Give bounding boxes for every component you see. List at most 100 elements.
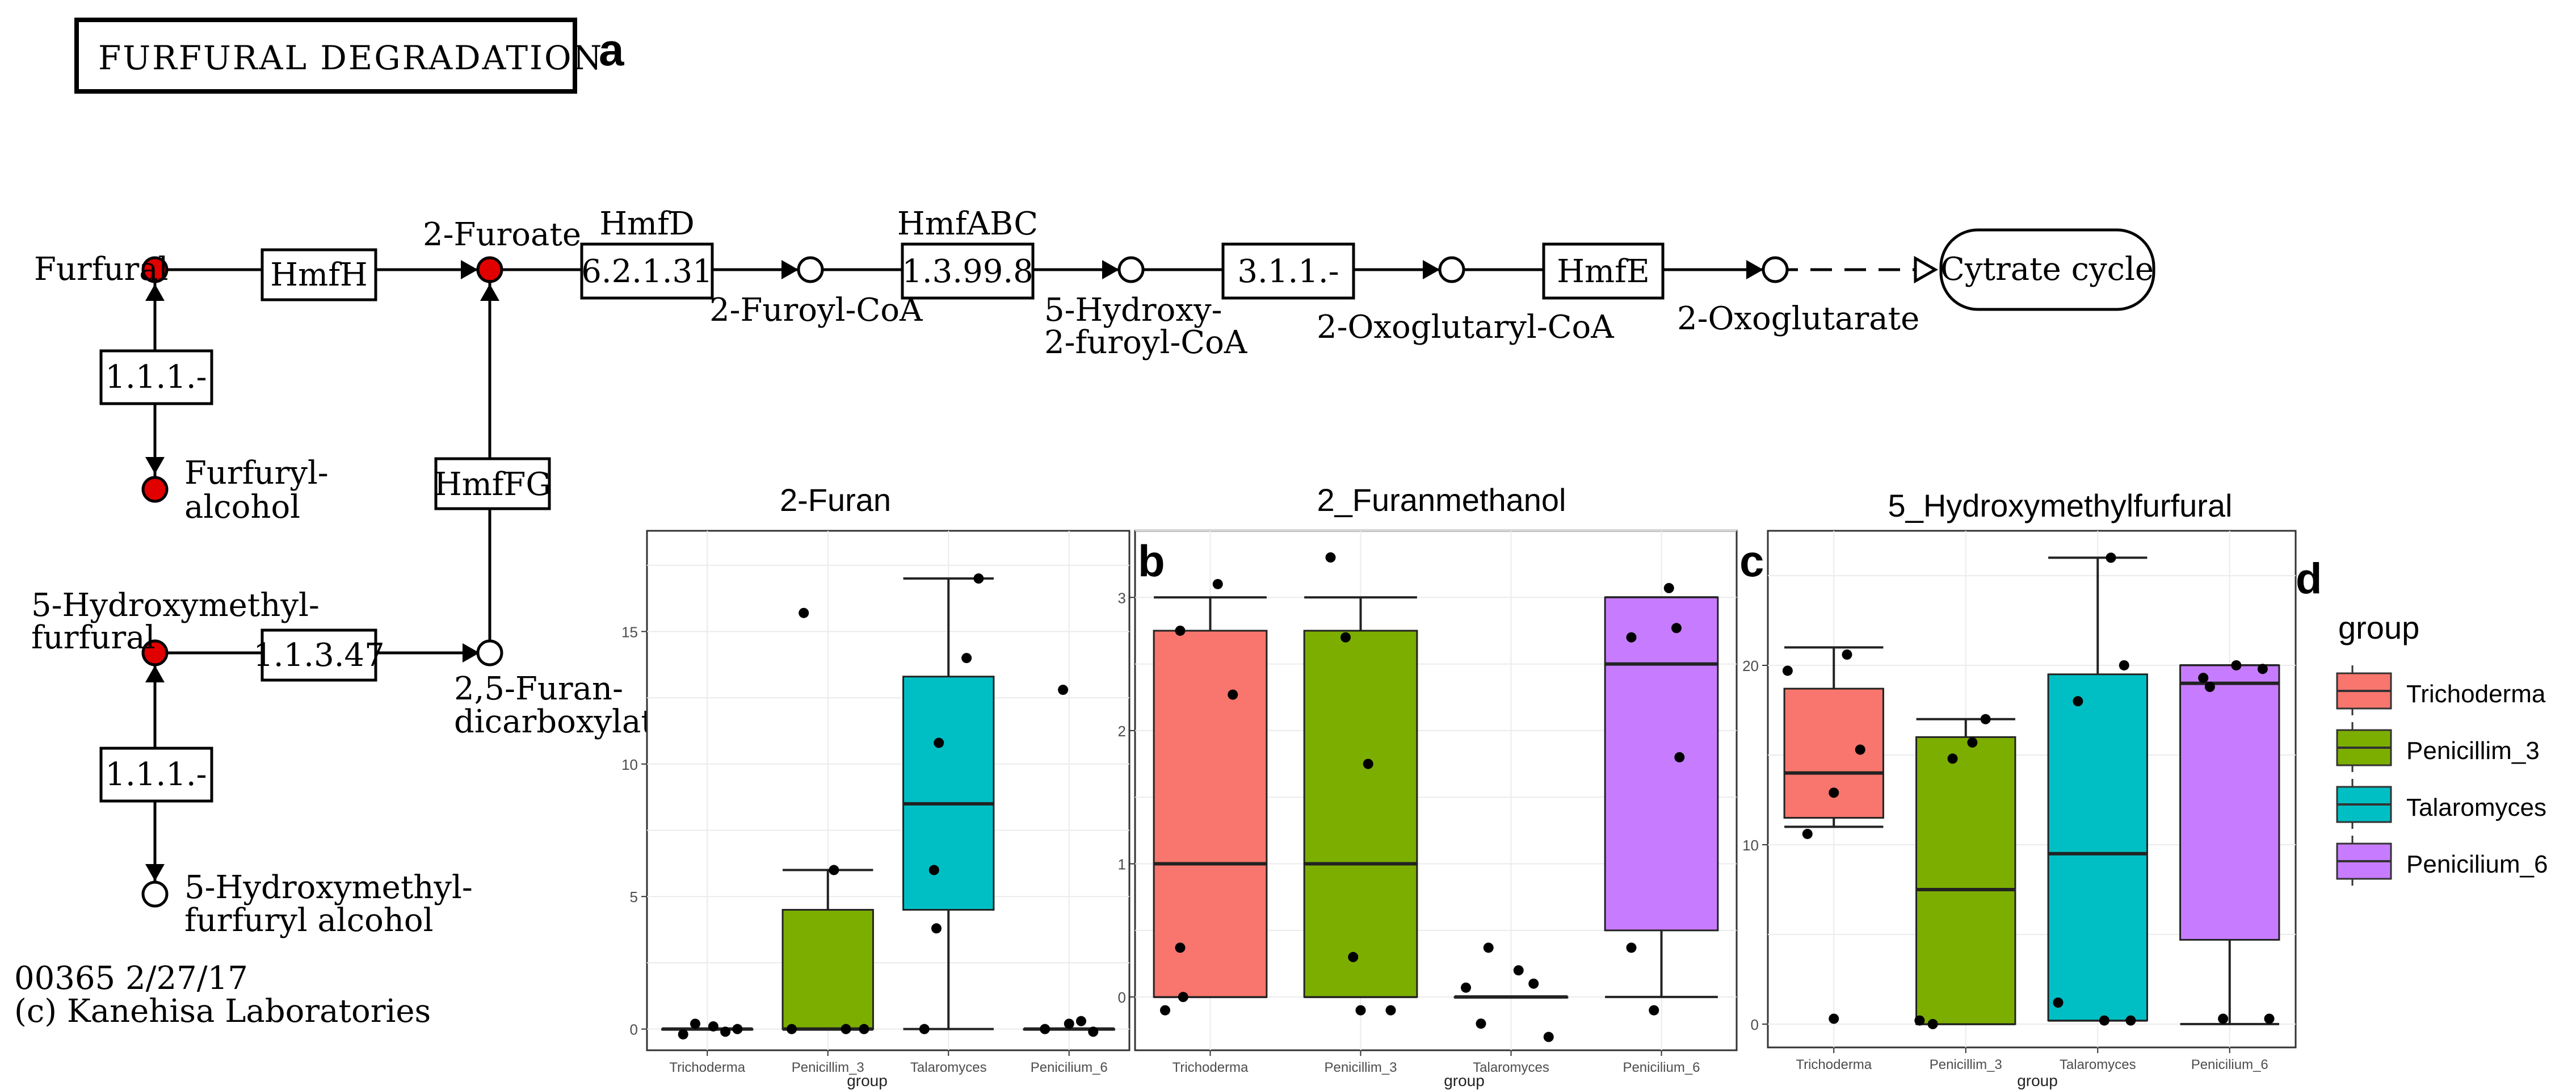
data-point xyxy=(1340,632,1351,643)
arrow-head-icon xyxy=(145,284,165,301)
data-point xyxy=(2204,681,2215,692)
box-iqr xyxy=(1303,630,1418,998)
data-point xyxy=(961,653,972,664)
panel-label-c: c xyxy=(1739,536,1764,586)
panel-label-a: a xyxy=(599,24,624,75)
box-iqr xyxy=(902,676,995,911)
legend-label-talaromyces: Talaromyces xyxy=(2406,794,2546,821)
data-point xyxy=(2264,1013,2275,1024)
x-tick-label: Talaromyces xyxy=(910,1060,987,1075)
x-tick-label: Talaromyces xyxy=(1473,1060,1549,1075)
x-tick-label: Penicillim_3 xyxy=(1324,1060,1397,1075)
enzyme-label-1-1-1-bottom: 1.1.1.- xyxy=(105,756,207,793)
x-tick-label: Trichoderma xyxy=(669,1060,745,1075)
compound-node-hmf xyxy=(141,639,169,666)
data-point xyxy=(1947,753,1958,764)
data-point xyxy=(1160,1005,1170,1016)
data-point xyxy=(1348,951,1359,962)
data-point xyxy=(1513,965,1524,976)
box-trichoderma xyxy=(1153,596,1268,999)
enzyme-box-hmfh xyxy=(260,248,377,301)
compound-label-furoyl-coa: 2-Furoyl-CoA xyxy=(709,292,923,329)
data-point xyxy=(1649,1005,1659,1016)
enzyme-label-hmfabc: HmfABC xyxy=(897,206,1038,242)
arrow-head-icon xyxy=(1746,260,1763,279)
box-penicilium_6 xyxy=(1023,1027,1115,1031)
compound-node-furoate xyxy=(476,256,503,283)
data-point xyxy=(1175,625,1186,636)
enzyme-label-hmfd: HmfD xyxy=(599,206,695,242)
arrow-head-icon xyxy=(1102,260,1119,279)
box-penicilium_6 xyxy=(2179,664,2280,1025)
compound-label-furfuryl-alcohol-2: alcohol xyxy=(184,489,300,526)
box-penicilium_6 xyxy=(1604,596,1719,999)
y-tick-label: 10 xyxy=(621,756,638,773)
kegg-pathway-map xyxy=(74,18,2155,908)
data-point xyxy=(1626,942,1637,953)
pathway-footer-copyright: (c) Kanehisa Laboratories xyxy=(14,993,431,1030)
enzyme-label-3-1-1: 3.1.1.- xyxy=(1237,253,1339,290)
enzyme-label-hmffg: HmfFG xyxy=(434,466,551,503)
enzyme-box-hmfe xyxy=(1542,242,1665,300)
data-point xyxy=(1058,685,1069,695)
compound-node-furfural xyxy=(141,256,169,283)
compound-label-hydroxy-furoyl-coa-2: 2-furoyl-CoA xyxy=(1044,324,1247,361)
data-point xyxy=(2106,552,2116,563)
data-point xyxy=(2218,1013,2229,1024)
enzyme-label-1-1-3-47: 1.1.3.47 xyxy=(253,637,385,674)
data-point xyxy=(2257,664,2268,674)
compound-label-furoate: 2-Furoate xyxy=(423,216,581,253)
legend xyxy=(2336,665,2392,886)
data-point xyxy=(859,1024,869,1034)
data-point xyxy=(1802,828,1813,839)
box-iqr xyxy=(1915,736,2016,1025)
data-point xyxy=(1842,649,1852,660)
chart-title-hmf: 5_Hydroxymethylfurfural xyxy=(1888,488,2233,523)
chart-title-2-furan: 2-Furan xyxy=(780,482,891,518)
x-tick-label: Penicilium_6 xyxy=(1031,1060,1108,1075)
x-axis-title-chart3: group xyxy=(2017,1072,2058,1089)
data-point xyxy=(2119,660,2129,670)
enzyme-label-hmfe: HmfE xyxy=(1557,253,1650,290)
compound-label-hmf-alcohol-1: 5-Hydroxymethyl- xyxy=(184,869,473,906)
enzyme-label-6-2-1-31: 6.2.1.31 xyxy=(581,253,713,290)
compound-label-cytrate-cycle: Cytrate cycle xyxy=(1940,251,2154,288)
compound-node-furoyl-coa xyxy=(797,256,824,283)
pathway-footer-id: 00365 2/27/17 xyxy=(14,960,248,997)
enzyme-box-1-1-1-top xyxy=(99,349,213,405)
data-point xyxy=(1076,1016,1086,1026)
data-point xyxy=(787,1024,797,1034)
arrow-head-icon xyxy=(781,260,799,279)
data-point xyxy=(1543,1032,1554,1042)
data-point xyxy=(928,865,939,875)
data-point xyxy=(1385,1005,1396,1016)
data-point xyxy=(1674,752,1685,762)
enzyme-label-1-1-1-top: 1.1.1.- xyxy=(105,359,207,396)
data-point xyxy=(1040,1024,1050,1034)
y-tick-label: 20 xyxy=(1742,657,1759,674)
data-point xyxy=(732,1024,743,1034)
enzyme-box-3-1-1 xyxy=(1221,242,1355,300)
enzyme-box-1-1-3-47 xyxy=(260,628,377,682)
x-tick-label: Penicilium_6 xyxy=(1623,1060,1700,1075)
data-point xyxy=(1829,1013,1839,1024)
box-iqr xyxy=(2179,664,2280,941)
enzyme-box-1-1-1-bottom xyxy=(99,747,213,803)
pathway-title-box xyxy=(74,18,577,94)
compound-node-oxoglutarate xyxy=(1762,256,1789,283)
y-tick-label: 2 xyxy=(1118,723,1126,740)
compound-label-fdca-1: 2,5-Furan- xyxy=(454,670,623,707)
compound-node-hydroxy-furoyl-coa xyxy=(1117,256,1145,283)
y-tick-label: 10 xyxy=(1742,837,1759,854)
data-point xyxy=(2198,673,2209,684)
panel-label-d: d xyxy=(2296,555,2322,603)
arrow-head-icon xyxy=(480,284,499,301)
legend-label-trichoderma: Trichoderma xyxy=(2406,680,2546,708)
box-penicillim_3 xyxy=(1303,596,1418,999)
data-point xyxy=(973,573,984,584)
chart-title-2-furanmethanol: 2_Furanmethanol xyxy=(1317,482,1566,518)
compound-label-furfural: Furfural xyxy=(34,251,169,288)
enzyme-label-hmfh: HmfH xyxy=(270,257,368,294)
